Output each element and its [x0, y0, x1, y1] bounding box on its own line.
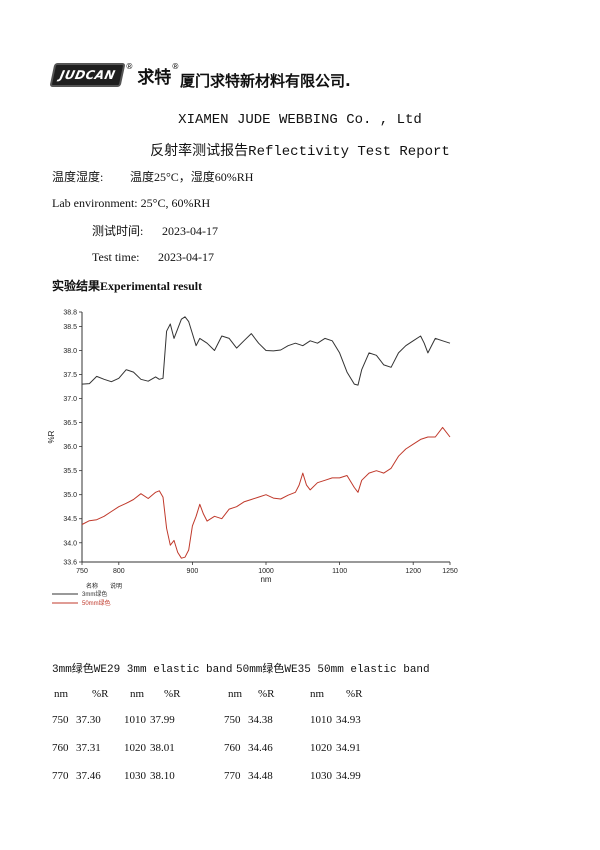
table-cell: 34.46 — [248, 742, 273, 754]
table-cell: 34.38 — [248, 714, 273, 726]
col-header-nm: nm — [228, 688, 243, 700]
y-tick-label: 34.5 — [63, 516, 77, 523]
legend-header-name: 名称 — [86, 582, 98, 590]
company-logo: JUDCAN ® 求特 ® — [49, 62, 180, 88]
table-cell: 1020 — [310, 742, 332, 754]
registered-mark: ® — [171, 62, 180, 71]
test-date-cn-value: 2023-04-17 — [162, 224, 218, 238]
y-tick-label: 37.5 — [63, 372, 77, 379]
environment-en: Lab environment: 25°C, 60%RH — [52, 196, 211, 210]
legend-label: 50mm绿色 — [82, 599, 111, 607]
table-cell: 760 — [52, 742, 69, 754]
logo-chinese-name: 求特 — [137, 67, 172, 88]
table-cell: 34.99 — [336, 770, 361, 782]
y-tick-label: 38.8 — [63, 310, 77, 317]
x-tick-label: 1100 — [332, 568, 347, 575]
col-header-nm: nm — [310, 688, 325, 700]
table-heading-right: 50mm绿色WE35 50mm elastic band — [236, 664, 430, 676]
col-header-r: %R — [164, 688, 181, 700]
table-cell: 770 — [224, 770, 241, 782]
environment-cn-label: 温度湿度: — [52, 170, 104, 184]
col-header-r: %R — [258, 688, 275, 700]
table-cell: 1030 — [310, 770, 332, 782]
series-line-2 — [81, 426, 451, 559]
table-heading-left: 3mm绿色WE29 3mm elastic band — [52, 664, 233, 676]
y-tick-label: 38.0 — [63, 348, 77, 355]
x-tick-label: 1000 — [258, 568, 274, 575]
test-date-en-value: 2023-04-17 — [158, 250, 214, 264]
table-cell: 34.91 — [336, 742, 361, 754]
table-cell: 37.31 — [76, 742, 101, 754]
y-tick-label: 36.5 — [63, 420, 77, 427]
test-date-en: Test time: 2023-04-17 — [92, 250, 214, 265]
environment-cn-value: 温度25°C，湿度60%RH — [130, 170, 254, 184]
test-date-en-label: Test time: — [92, 250, 140, 264]
col-header-r: %R — [346, 688, 363, 700]
y-axis-label: %R — [47, 430, 56, 443]
table-cell: 37.30 — [76, 714, 101, 726]
col-header-nm: nm — [54, 688, 69, 700]
table-cell: 750 — [224, 714, 241, 726]
table-cell: 770 — [52, 770, 69, 782]
x-tick-label: 900 — [187, 568, 199, 575]
test-date-cn: 测试时间: 2023-04-17 — [92, 222, 218, 239]
registered-mark: ® — [125, 62, 134, 71]
table-cell: 38.10 — [150, 770, 175, 782]
reflectivity-chart: 33.6 34.0 34.5 35.0 35.5 36.0 36.5 37.0 37.5 38.0… — [47, 310, 458, 608]
x-axis-label: nm — [260, 575, 271, 584]
report-title: 反射率测试报告Reflectivity Test Report — [150, 144, 450, 160]
legend-label: 3mm绿色 — [82, 590, 107, 598]
y-tick-label: 33.6 — [63, 560, 77, 567]
y-tick-label: 37.0 — [63, 396, 77, 403]
table-cell: 37.46 — [76, 770, 101, 782]
col-header-r: %R — [92, 688, 109, 700]
environment-cn: 温度湿度: 温度25°C，湿度60%RH — [52, 168, 253, 185]
table-cell: 760 — [224, 742, 241, 754]
y-tick-label: 38.5 — [63, 324, 77, 331]
table-cell: 750 — [52, 714, 69, 726]
table-cell: 1010 — [124, 714, 146, 726]
y-tick-label: 36.0 — [63, 444, 77, 451]
table-cell: 1030 — [124, 770, 146, 782]
legend-header-desc: 说明 — [110, 582, 122, 590]
col-header-nm: nm — [130, 688, 145, 700]
x-tick-label: 1200 — [405, 568, 421, 575]
table-cell: 38.01 — [150, 742, 175, 754]
x-tick-label: 800 — [113, 568, 125, 575]
table-cell: 1020 — [124, 742, 146, 754]
y-tick-label: 35.0 — [63, 492, 77, 499]
table-cell: 37.99 — [150, 714, 175, 726]
test-date-cn-label: 测试时间: — [92, 224, 144, 238]
series-line-1 — [81, 316, 451, 386]
y-tick-label: 34.0 — [63, 540, 77, 547]
logo-badge: JUDCAN — [49, 63, 126, 87]
x-tick-label: 1250 — [442, 568, 458, 575]
x-tick-label: 750 — [76, 568, 88, 575]
table-cell: 1010 — [310, 714, 332, 726]
company-name-en: XIAMEN JUDE WEBBING Co. , Ltd — [178, 112, 422, 128]
y-tick-label: 35.5 — [63, 468, 77, 475]
table-cell: 34.48 — [248, 770, 273, 782]
result-heading: 实验结果Experimental result — [52, 279, 203, 293]
table-cell: 34.93 — [336, 714, 361, 726]
company-name-cn: 厦门求特新材料有限公司. — [180, 72, 351, 90]
